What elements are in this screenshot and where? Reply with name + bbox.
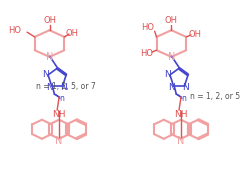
Text: N: N <box>168 83 175 92</box>
Text: N: N <box>60 83 67 92</box>
Text: N: N <box>46 83 53 92</box>
Text: N: N <box>55 136 63 146</box>
Text: HO: HO <box>141 49 154 58</box>
Text: N: N <box>177 136 185 146</box>
Text: NH: NH <box>52 111 66 119</box>
Text: n: n <box>60 94 64 103</box>
Text: NH: NH <box>174 111 188 119</box>
Text: n = 1, 2, or 5: n = 1, 2, or 5 <box>189 92 240 101</box>
Text: n: n <box>182 94 186 103</box>
Text: OH: OH <box>165 16 178 25</box>
Text: N: N <box>182 83 189 92</box>
Text: N: N <box>42 70 49 79</box>
Text: OH: OH <box>65 29 78 38</box>
Text: OH: OH <box>43 16 56 25</box>
Text: N: N <box>46 52 53 62</box>
Text: N: N <box>168 52 175 62</box>
Text: HO: HO <box>8 26 21 35</box>
Text: OH: OH <box>188 30 201 40</box>
Text: HO: HO <box>141 23 154 32</box>
Text: N: N <box>164 70 170 79</box>
Text: n = 1, 2, 5, or 7: n = 1, 2, 5, or 7 <box>36 82 96 91</box>
